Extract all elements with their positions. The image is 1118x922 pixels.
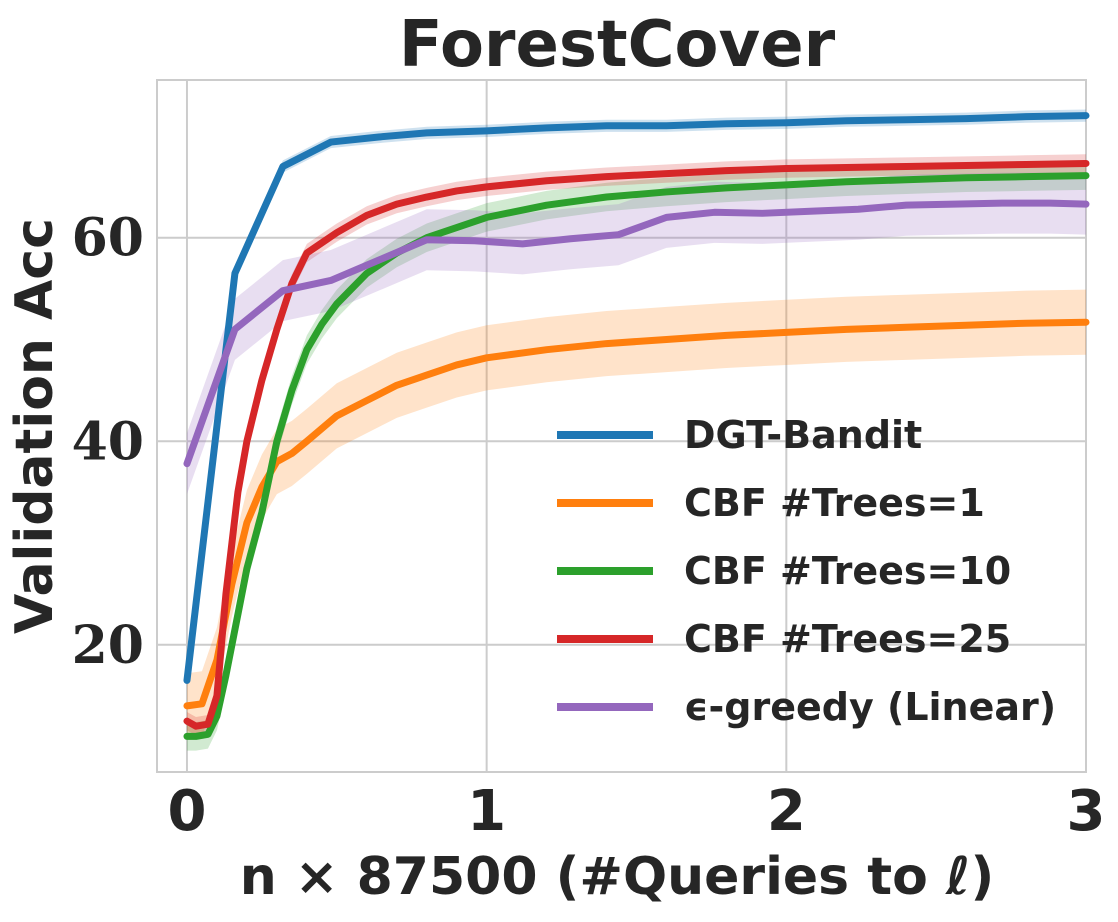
series-band-1: [186, 289, 1086, 739]
x-tick-label: 1: [467, 779, 506, 844]
y-tick-label: 20: [72, 615, 144, 676]
legend-label: DGT-Bandit: [684, 413, 922, 457]
series-line-2: [183, 172, 1090, 740]
confidence-bands: [186, 109, 1086, 751]
series-lines: [183, 112, 1090, 740]
y-tick-labels: 20 40 60: [72, 208, 144, 676]
y-tick-label: 60: [72, 208, 144, 269]
chart-title: ForestCover: [399, 8, 836, 82]
series-band-4: [186, 172, 1086, 495]
series-line-0: [183, 112, 1090, 684]
y-tick-label: 40: [72, 411, 144, 472]
legend-label: ϵ-greedy (Linear): [684, 685, 1056, 729]
x-tick-labels: 0 1 2 3: [167, 779, 1105, 844]
series-line-4: [183, 199, 1090, 468]
x-tick-label: 2: [767, 779, 806, 844]
x-axis-label: n × 87500 (#Queries to ℓ): [240, 847, 994, 907]
y-axis-label: Validation Acc: [5, 218, 65, 634]
legend-label: CBF #Trees=25: [684, 617, 1011, 661]
x-tick-label: 3: [1067, 779, 1106, 844]
legend-label: CBF #Trees=1: [684, 481, 985, 525]
legend: DGT-Bandit CBF #Trees=1 CBF #Trees=10 CBF #…: [557, 413, 1056, 729]
series-line-3: [183, 159, 1090, 730]
x-tick-label: 0: [167, 779, 206, 844]
series-line-1: [183, 318, 1090, 710]
legend-label: CBF #Trees=10: [684, 549, 1011, 593]
